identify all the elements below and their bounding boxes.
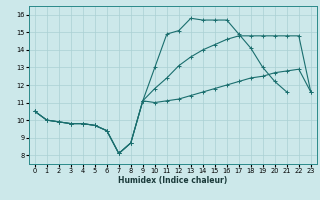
X-axis label: Humidex (Indice chaleur): Humidex (Indice chaleur) [118,176,228,185]
